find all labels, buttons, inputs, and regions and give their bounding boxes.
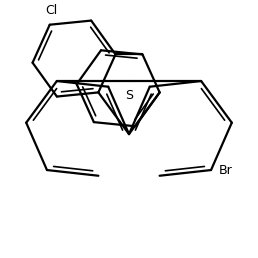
Text: S: S [125, 89, 133, 102]
Text: Cl: Cl [45, 4, 58, 17]
Text: Br: Br [218, 164, 232, 176]
